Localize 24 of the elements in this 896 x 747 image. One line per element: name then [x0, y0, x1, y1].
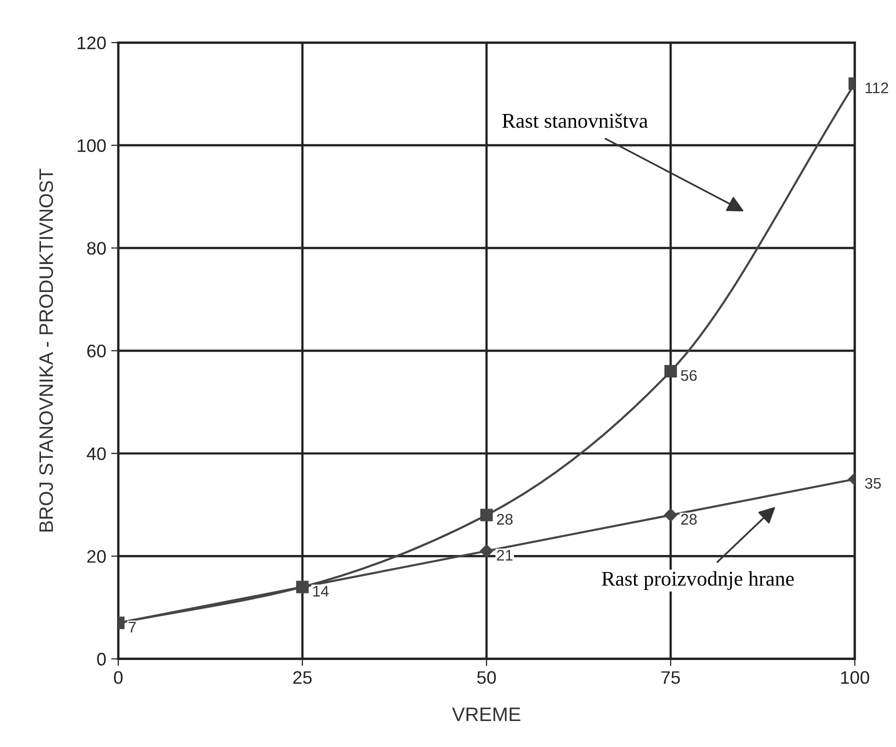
y-tick-label: 100: [78, 139, 106, 152]
data-label: 21: [497, 550, 512, 561]
data-label: 28: [497, 514, 513, 525]
x-tick-label: 50: [477, 671, 496, 684]
data-label: 14: [313, 586, 329, 596]
y-tick-label: 60: [87, 344, 106, 358]
annotation: Rast proizvodnje hrane: [602, 571, 794, 590]
data-label: 35: [865, 478, 881, 489]
y-tick-label: 80: [87, 242, 106, 255]
data-label: 7: [128, 622, 136, 632]
x-tick-label: 75: [662, 671, 680, 684]
y-tick-label: 120: [78, 36, 106, 50]
y-tick-label: 0: [97, 652, 106, 666]
data-label: 56: [680, 370, 697, 381]
x-axis-title: VREME: [452, 708, 520, 722]
annotation: Rast stanovništva: [502, 113, 648, 128]
data-label: 28: [681, 514, 697, 525]
y-tick-label: 40: [86, 447, 106, 460]
x-tick-label: 100: [841, 671, 870, 684]
x-tick-label: 25: [293, 671, 312, 684]
y-axis-title: BROJ STANOVNIKA - PRODUKTIVNOST: [39, 168, 54, 532]
x-tick-label: 0: [114, 671, 123, 684]
data-label: 112: [866, 82, 888, 94]
y-tick-label: 20: [87, 550, 106, 563]
